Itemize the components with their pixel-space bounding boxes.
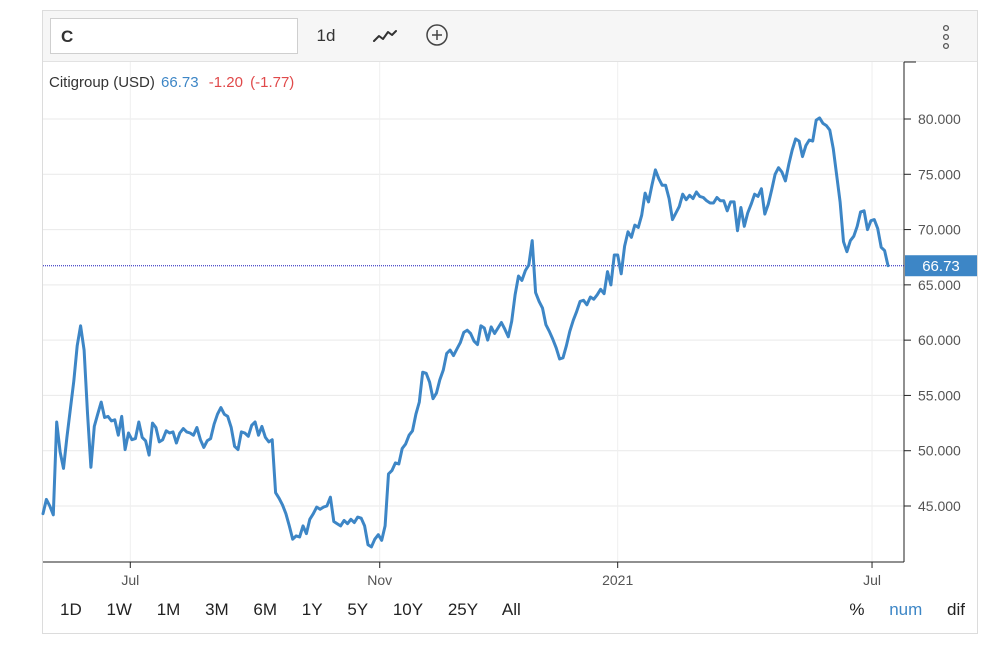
range-selector: 1D 1W 1M 3M 6M 1Y 5Y 10Y 25Y All xyxy=(60,600,541,620)
x-tick-label: 2021 xyxy=(602,572,633,588)
interval-button[interactable]: 1d xyxy=(316,26,336,45)
legend-name: Citigroup (USD) xyxy=(49,74,155,91)
y-tick-label: 45.000 xyxy=(918,498,961,514)
range-1d[interactable]: 1D xyxy=(60,600,82,619)
chart-legend: Citigroup (USD) 66.73 -1.20 (-1.77) xyxy=(49,74,294,91)
y-tick-label: 65.000 xyxy=(918,277,961,293)
y-axis-ticks: 45.000 50.000 55.000 60.000 65.000 70.000 75.0… xyxy=(904,111,961,514)
range-6m[interactable]: 6M xyxy=(253,600,278,619)
range-1w[interactable]: 1W xyxy=(106,600,132,619)
compare-button[interactable] xyxy=(422,21,452,51)
chart-widget-frame xyxy=(42,10,978,634)
range-10y[interactable]: 10Y xyxy=(392,600,424,619)
scale-mode-selector: % num dif xyxy=(829,600,965,620)
range-5y[interactable]: 5Y xyxy=(347,600,369,619)
series-line xyxy=(41,116,890,549)
y-tick-label: 75.000 xyxy=(918,166,961,182)
legend-change: -1.20 xyxy=(208,74,243,91)
y-tick-label: 70.000 xyxy=(918,222,961,238)
mode-dif[interactable]: dif xyxy=(947,600,965,619)
range-3m[interactable]: 3M xyxy=(205,600,229,619)
y-tick-label: 80.000 xyxy=(918,111,961,127)
menu-button[interactable] xyxy=(934,20,958,54)
x-tick-label: Nov xyxy=(367,572,392,588)
chart-grid xyxy=(43,62,904,562)
current-price-label: 66.73 xyxy=(922,258,960,275)
legend-last-price: 66.73 xyxy=(161,74,199,91)
y-tick-label: 60.000 xyxy=(918,332,961,348)
y-tick-label: 50.000 xyxy=(918,443,961,459)
range-all[interactable]: All xyxy=(501,600,521,619)
range-1m[interactable]: 1M xyxy=(156,600,181,619)
range-25y[interactable]: 25Y xyxy=(447,600,479,619)
mode-percent[interactable]: % xyxy=(849,600,865,619)
legend-change-percent: (-1.77) xyxy=(250,74,295,91)
chart-type-button[interactable] xyxy=(366,22,402,50)
x-axis-ticks: Jul Nov 2021 Jul xyxy=(121,562,881,588)
x-tick-label: Jul xyxy=(863,572,881,588)
y-tick-label: 55.000 xyxy=(918,387,961,403)
mode-num[interactable]: num xyxy=(889,600,923,619)
line-chart-icon xyxy=(373,30,397,42)
vertical-dots-icon xyxy=(942,24,950,50)
range-1y[interactable]: 1Y xyxy=(301,600,323,619)
symbol-input[interactable]: C xyxy=(50,18,298,54)
plus-circle-icon xyxy=(426,24,448,46)
x-tick-label: Jul xyxy=(121,572,139,588)
current-price-badge: 66.73 xyxy=(905,255,977,277)
